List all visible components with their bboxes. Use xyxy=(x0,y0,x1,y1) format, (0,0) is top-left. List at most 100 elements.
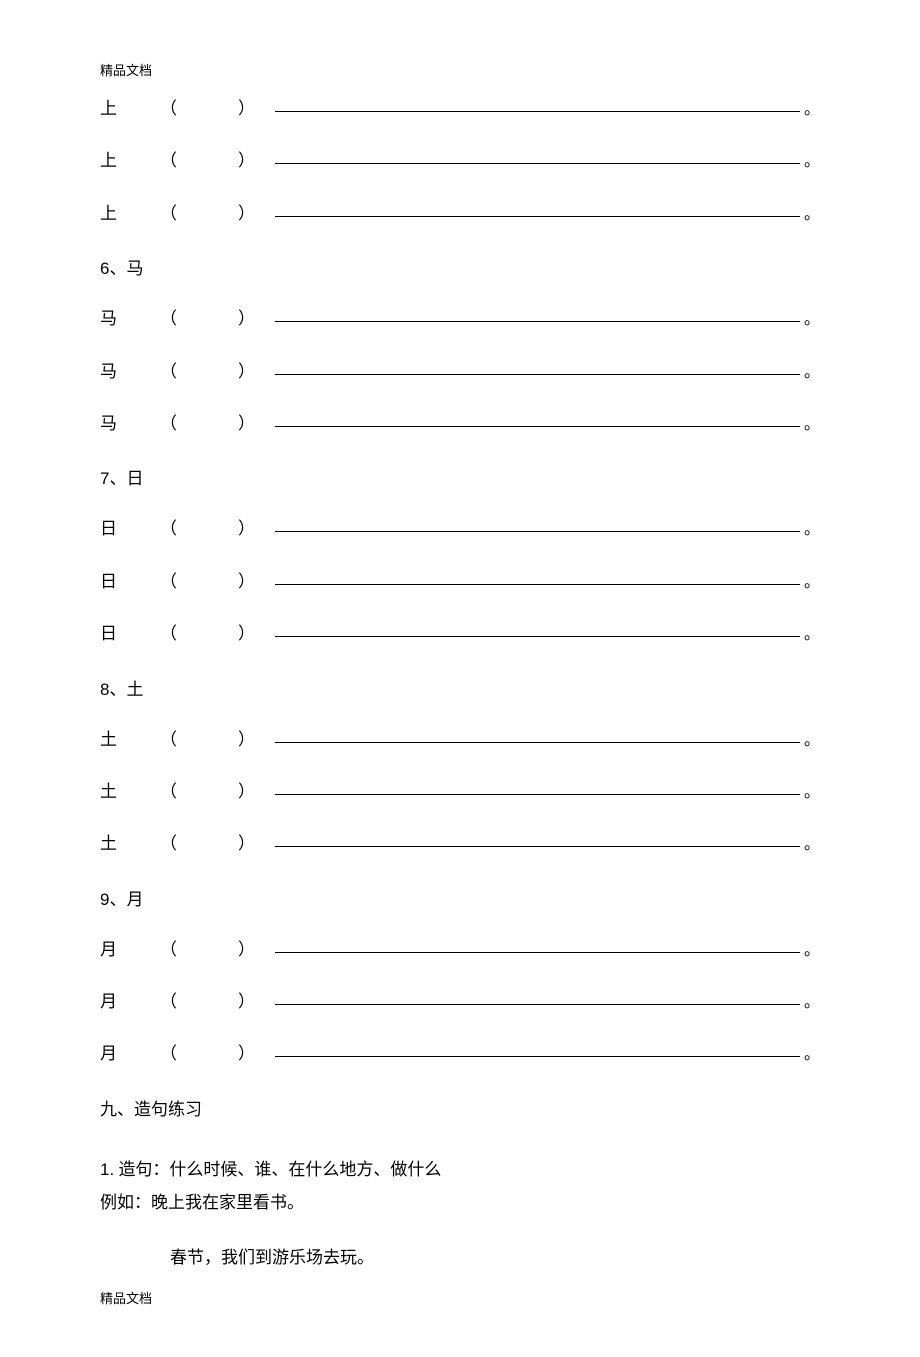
exercise-char: 日 xyxy=(100,517,140,541)
exercise-char: 上 xyxy=(100,149,140,173)
exercise-char: 土 xyxy=(100,728,140,752)
period: 。 xyxy=(804,99,820,121)
paren-close: ） xyxy=(238,938,260,962)
exercise-line: 土（）。 xyxy=(100,728,820,752)
paren-blank: （） xyxy=(140,412,260,436)
exercise-line: 马（）。 xyxy=(100,412,820,436)
answer-blank xyxy=(275,111,800,112)
group-header-char: 、土 xyxy=(109,680,143,699)
instruction-text: 造句：什么时候、谁、在什么地方、做什么 xyxy=(114,1160,441,1179)
paren-blank: （） xyxy=(140,990,260,1014)
paren-blank: （） xyxy=(140,360,260,384)
answer-blank xyxy=(275,531,800,532)
exercise-char: 土 xyxy=(100,780,140,804)
paren-open: （ xyxy=(140,622,177,646)
paren-open: （ xyxy=(140,202,177,226)
example-line: 例如：晚上我在家里看书。 xyxy=(100,1188,820,1213)
group-header-char: 、马 xyxy=(109,259,143,278)
paren-open: （ xyxy=(140,832,177,856)
exercise-line: 月（） 。 xyxy=(100,1042,820,1066)
paren-close: ） xyxy=(238,990,260,1014)
paren-open: （ xyxy=(140,780,177,804)
answer-blank xyxy=(275,584,800,585)
exercise-char: 月 xyxy=(100,990,140,1014)
exercise-char: 月 xyxy=(100,1042,140,1066)
exercise-char: 月 xyxy=(100,938,140,962)
paren-close: ） xyxy=(238,517,260,541)
exercise-char: 上 xyxy=(100,202,140,226)
period: 。 xyxy=(804,940,820,962)
paren-blank: （） xyxy=(140,938,260,962)
paren-close: ） xyxy=(238,570,260,594)
group-header-char: 、月 xyxy=(109,890,143,909)
period: 。 xyxy=(804,151,820,173)
paren-blank: （） xyxy=(140,832,260,856)
period: 。 xyxy=(804,309,820,331)
paren-open: （ xyxy=(140,990,177,1014)
paren-open: （ xyxy=(140,360,177,384)
footer-note: 精品文档 xyxy=(100,1288,820,1307)
paren-blank: （） xyxy=(140,1042,260,1066)
paren-close: ） xyxy=(238,97,260,121)
group-header: 8、土 xyxy=(100,675,820,700)
exercise-line: 日（）。 xyxy=(100,517,820,541)
exercise-line: 日（）。 xyxy=(100,570,820,594)
paren-open: （ xyxy=(140,570,177,594)
paren-close: ） xyxy=(238,202,260,226)
exercise-char: 马 xyxy=(100,412,140,436)
answer-blank xyxy=(275,426,800,427)
answer-blank xyxy=(275,1004,800,1005)
paren-close: ） xyxy=(238,622,260,646)
paren-blank: （） xyxy=(140,780,260,804)
exercise-char: 马 xyxy=(100,360,140,384)
exercise-char: 土 xyxy=(100,832,140,856)
paren-blank: （） xyxy=(140,202,260,226)
paren-blank: （） xyxy=(140,97,260,121)
paren-close: ） xyxy=(238,728,260,752)
paren-open: （ xyxy=(140,307,177,331)
paren-open: （ xyxy=(140,517,177,541)
paren-open: （ xyxy=(140,412,177,436)
answer-blank xyxy=(275,216,800,217)
exercise-line: 土（）。 xyxy=(100,780,820,804)
answer-blank xyxy=(275,374,800,375)
period: 。 xyxy=(804,1044,820,1066)
paren-open: （ xyxy=(140,1042,177,1066)
paren-close: ） xyxy=(238,360,260,384)
example-line: 春节，我们到游乐场去玩。 xyxy=(170,1243,820,1268)
paren-close: ） xyxy=(238,832,260,856)
period: 。 xyxy=(804,782,820,804)
answer-blank xyxy=(275,952,800,953)
exercise-char: 日 xyxy=(100,622,140,646)
exercise-line: 上（）。 xyxy=(100,202,820,226)
period: 。 xyxy=(804,204,820,226)
answer-blank xyxy=(275,1056,800,1057)
exercise-char: 马 xyxy=(100,307,140,331)
paren-close: ） xyxy=(238,149,260,173)
exercise-line: 月（）。 xyxy=(100,990,820,1014)
paren-close: ） xyxy=(238,780,260,804)
period: 。 xyxy=(804,992,820,1014)
header-note: 精品文档 xyxy=(100,60,820,79)
paren-blank: （） xyxy=(140,517,260,541)
answer-blank xyxy=(275,742,800,743)
exercise-line: 上（ ） 。 xyxy=(100,149,820,173)
instruction-number: 1. xyxy=(100,1160,114,1179)
exercise-line: 日（ ） 。 xyxy=(100,622,820,646)
answer-blank xyxy=(275,846,800,847)
group-header: 6、马 xyxy=(100,254,820,279)
exercise-line: 上（） 。 xyxy=(100,97,820,121)
period: 。 xyxy=(804,572,820,594)
answer-blank xyxy=(275,321,800,322)
answer-blank xyxy=(275,163,800,164)
exercise-line: 土（）。 xyxy=(100,832,820,856)
worksheet-content: 上（）。上（）。上（）。6、马马（）。马（）。马（）。7、日日（）。日（）。日（… xyxy=(100,97,820,1268)
answer-blank xyxy=(275,636,800,637)
group-header: 9、月 xyxy=(100,885,820,910)
paren-open: （ xyxy=(140,149,177,173)
exercise-char: 上 xyxy=(100,97,140,121)
period: 。 xyxy=(804,730,820,752)
group-header: 7、日 xyxy=(100,464,820,489)
period: 。 xyxy=(804,624,820,646)
paren-open: （ xyxy=(140,938,177,962)
